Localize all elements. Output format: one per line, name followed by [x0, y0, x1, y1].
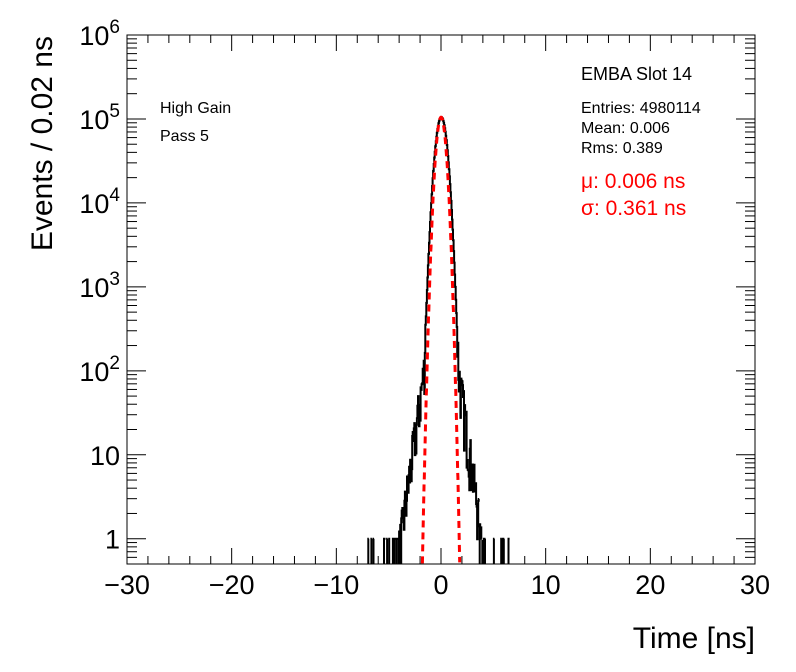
y-tick-label: 106 [79, 17, 120, 51]
stats-mean: Mean: 0.006 [581, 120, 670, 137]
x-tick-label: 30 [740, 570, 770, 600]
y-minor-ticks [127, 38, 755, 565]
y-axis-ticks [127, 34, 755, 540]
x-tick-label: −10 [313, 570, 359, 600]
x-tick-labels: −30 −20 −10 0 10 20 30 [104, 570, 770, 600]
y-tick-label: 105 [79, 101, 120, 135]
label-pass: Pass 5 [160, 128, 209, 145]
x-tick-label: 20 [635, 570, 665, 600]
y-tick-label: 103 [79, 269, 120, 303]
y-axis-label: Events / 0.02 ns [26, 36, 59, 251]
fit-mu: μ: 0.006 ns [581, 170, 685, 193]
y-tick-label: 104 [79, 185, 120, 219]
y-tick-labels: 1 10 102 103 104 105 106 [79, 17, 120, 555]
fit-sigma: σ: 0.361 ns [581, 197, 686, 220]
x-tick-label: 0 [433, 570, 448, 600]
y-tick-label: 102 [79, 353, 120, 387]
x-tick-label: 10 [531, 570, 561, 600]
histogram-series [367, 116, 510, 564]
x-axis-label: Time [ns] [633, 622, 755, 655]
label-high-gain: High Gain [160, 100, 231, 117]
stats-rms: Rms: 0.389 [581, 140, 663, 157]
stats-entries: Entries: 4980114 [581, 100, 701, 117]
gaussian-fit-series [420, 115, 462, 564]
y-tick-label: 10 [90, 441, 120, 471]
x-tick-label: −20 [209, 570, 255, 600]
series-layer [367, 115, 510, 564]
x-tick-label: −30 [104, 570, 150, 600]
y-tick-label: 1 [105, 525, 120, 555]
stats-title: EMBA Slot 14 [581, 64, 692, 84]
